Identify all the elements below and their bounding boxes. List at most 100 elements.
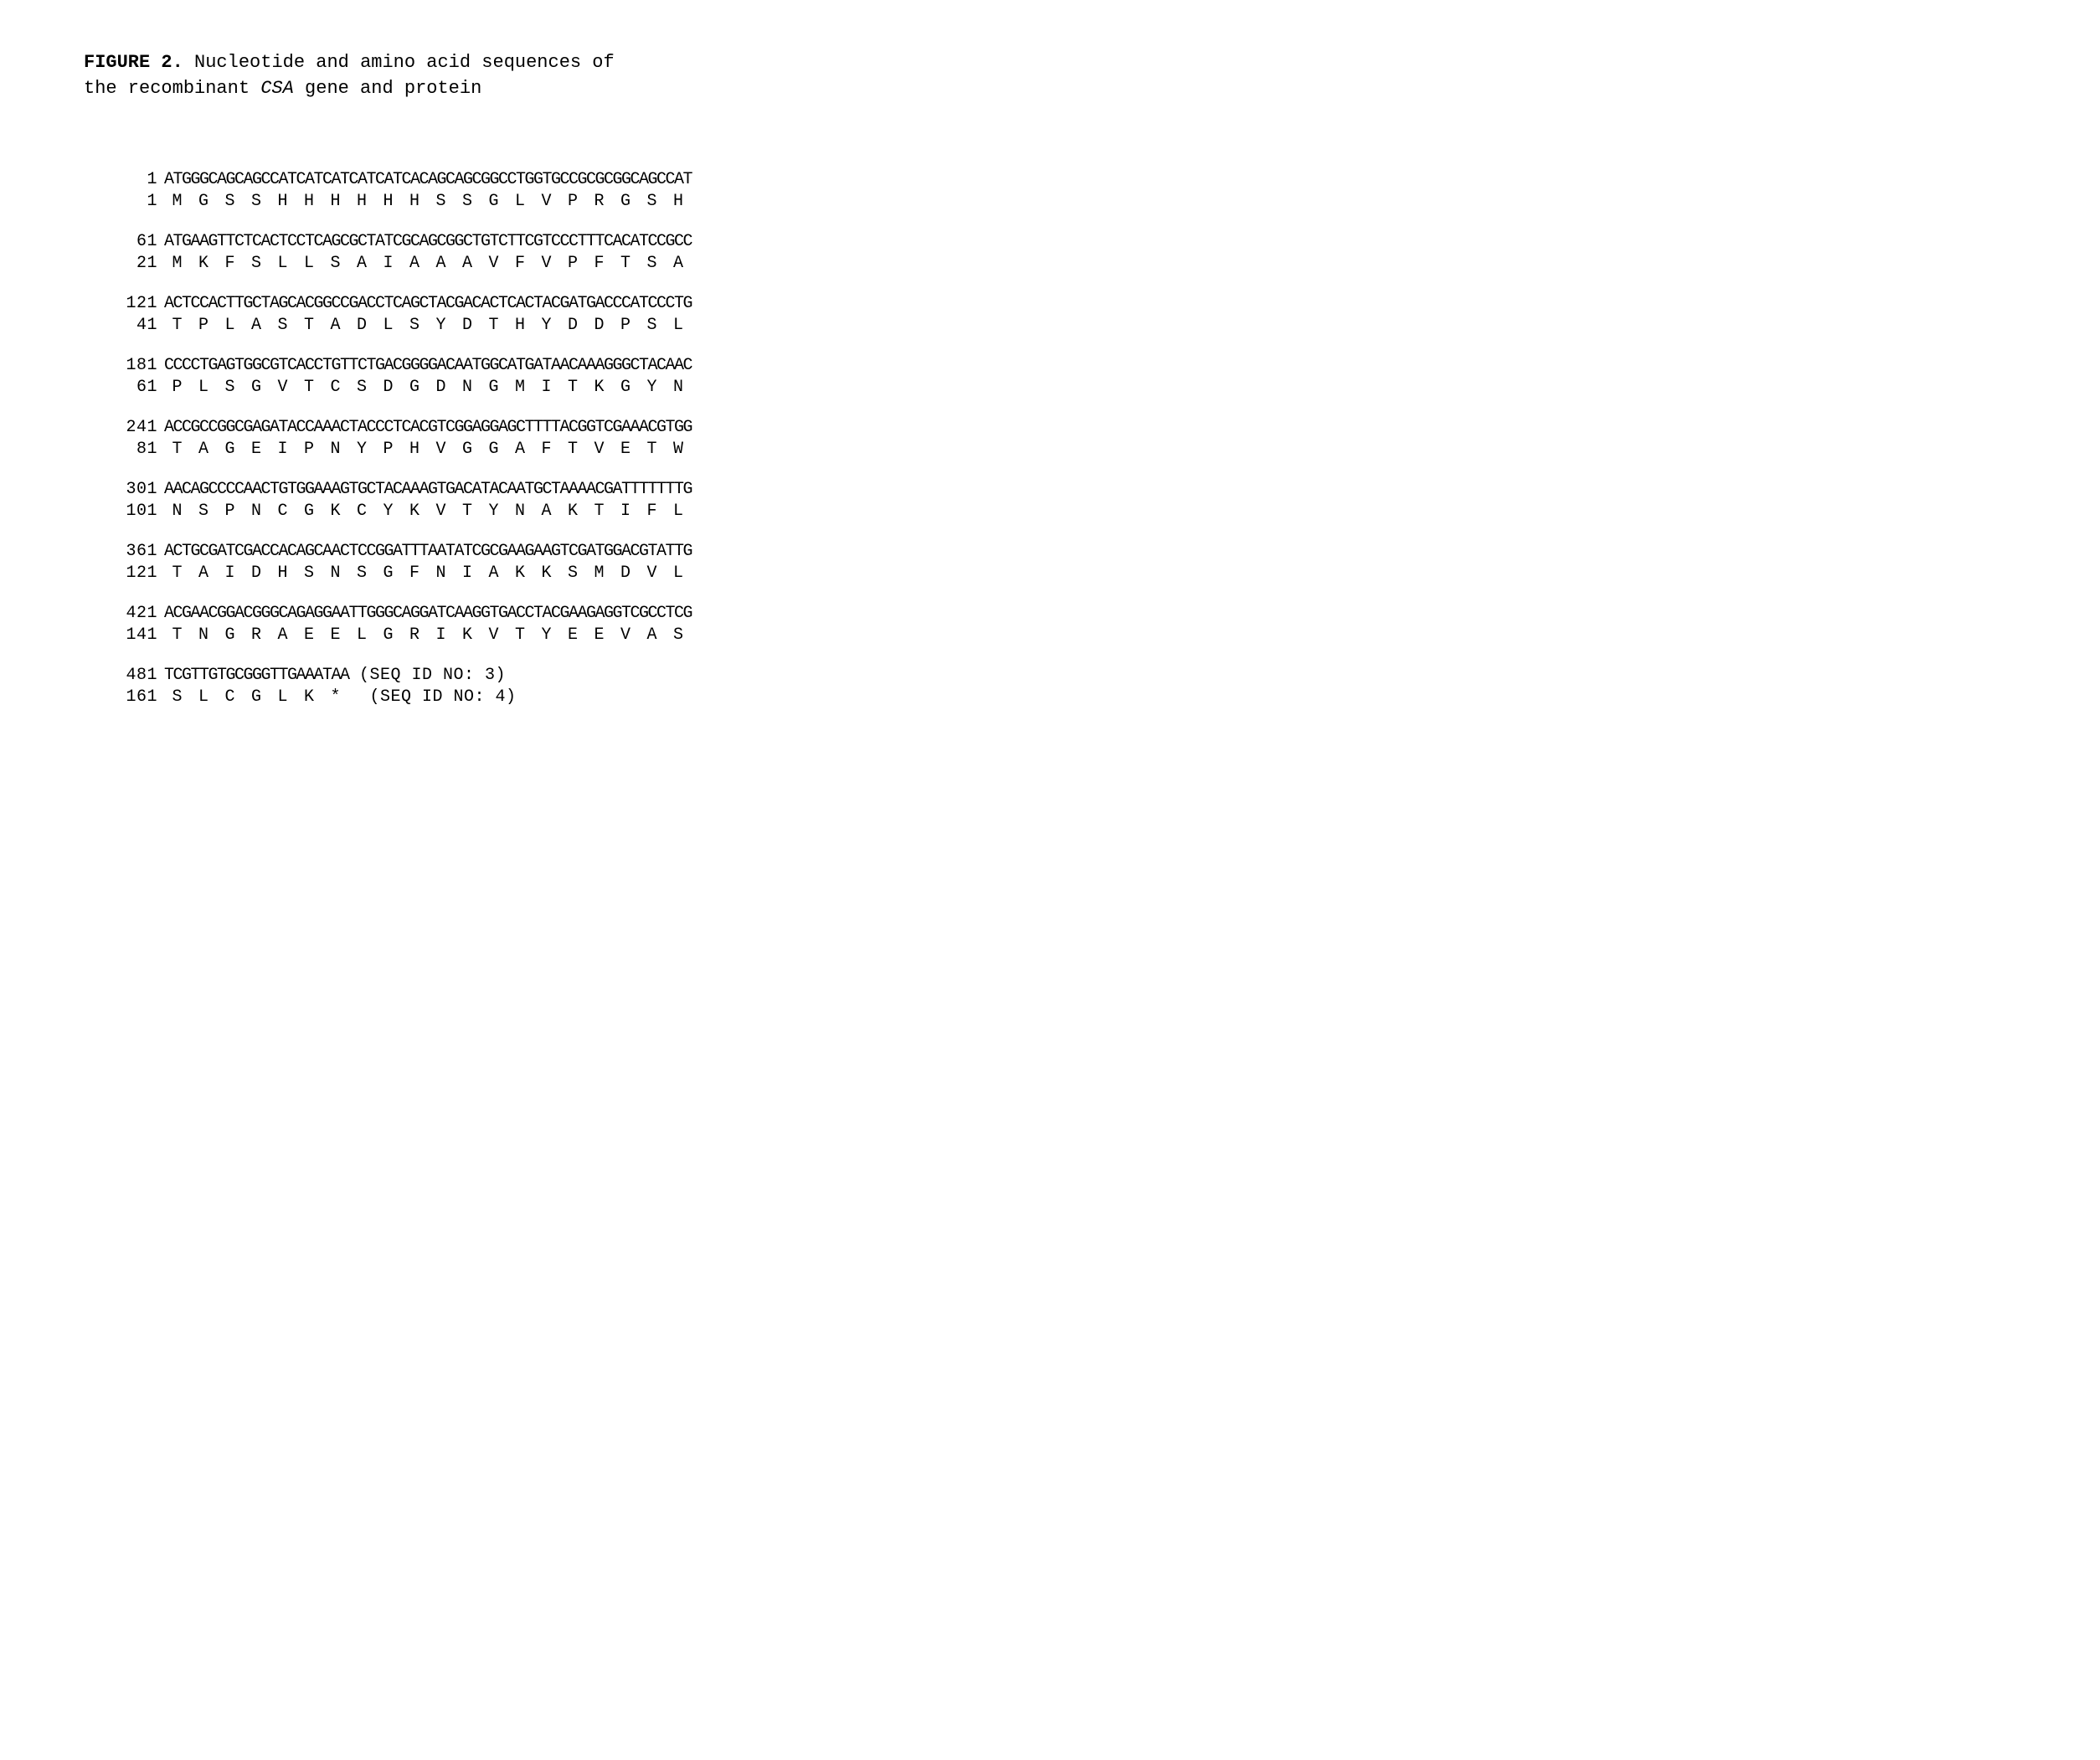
amino-acid: L	[375, 315, 402, 337]
amino-acid: L	[666, 563, 692, 584]
amino-acid: H	[666, 191, 692, 213]
amino-acid: V	[481, 253, 507, 275]
nucleotide-line: 61ATGAAGTTCTCACTCCTCAGCGCTATCGCAGCGGCTGT…	[117, 231, 2016, 253]
amino-acid: A	[244, 315, 270, 337]
amino-acid: E	[296, 625, 323, 646]
amino-acid: G	[481, 191, 507, 213]
nucleotide-sequence: ATGAAGTTCTCACTCCTCAGCGCTATCGCAGCGGCTGTCT…	[164, 232, 692, 251]
amino-acid-position: 161	[117, 687, 157, 708]
amino-acid: E	[560, 625, 587, 646]
amino-acid-position: 1	[117, 191, 157, 213]
amino-acid-line: 21MKFSLLSAIAAAVFVPFTSA	[117, 253, 2016, 275]
amino-acid: N	[164, 501, 191, 522]
amino-acid: M	[586, 563, 613, 584]
sequence-block: 301AACAGCCCCAACTGTGGAAAGTGCTACAAAGTGACAT…	[117, 479, 2016, 522]
amino-acid: V	[270, 377, 296, 399]
amino-acid: E	[586, 625, 613, 646]
sequence-block: 181CCCCTGAGTGGCGTCACCTGTTCTGACGGGGACAATG…	[117, 355, 2016, 399]
amino-acid: N	[666, 377, 692, 399]
amino-acid: K	[586, 377, 613, 399]
amino-acid: A	[322, 315, 349, 337]
amino-acid: F	[402, 563, 429, 584]
nucleotide-line: 241ACCGCCGGCGAGATACCAAACTACCCTCACGTCGGAG…	[117, 417, 2016, 439]
amino-acid: L	[296, 253, 323, 275]
amino-acid: I	[375, 253, 402, 275]
amino-acid-position: 141	[117, 625, 157, 646]
nucleotide-position: 1	[117, 169, 157, 191]
amino-acid: A	[507, 439, 534, 461]
amino-acid: T	[455, 501, 481, 522]
amino-acid: F	[586, 253, 613, 275]
amino-acid-position: 21	[117, 253, 157, 275]
amino-acid: K	[455, 625, 481, 646]
amino-acid: L	[270, 253, 296, 275]
amino-acid: P	[560, 191, 587, 213]
amino-acid: L	[666, 501, 692, 522]
amino-acid: C	[322, 377, 349, 399]
amino-acid: N	[322, 563, 349, 584]
amino-acid: K	[191, 253, 218, 275]
amino-acid: S	[428, 191, 455, 213]
amino-acid-seq-id: (SEQ ID NO: 4)	[349, 687, 517, 707]
amino-acid-position: 41	[117, 315, 157, 337]
amino-acid: G	[296, 501, 323, 522]
amino-acid: T	[481, 315, 507, 337]
amino-acid-line: 81TAGEIPNYPHVGGAFTVETW	[117, 439, 2016, 461]
amino-acid: I	[613, 501, 640, 522]
amino-acid: G	[217, 439, 244, 461]
amino-acid: R	[586, 191, 613, 213]
amino-acid: V	[428, 501, 455, 522]
amino-acid: V	[639, 563, 666, 584]
amino-acid: G	[455, 439, 481, 461]
amino-acid: G	[217, 625, 244, 646]
amino-acid: N	[191, 625, 218, 646]
amino-acid: D	[244, 563, 270, 584]
amino-acid: K	[507, 563, 534, 584]
amino-acid: T	[507, 625, 534, 646]
nucleotide-line: 181CCCCTGAGTGGCGTCACCTGTTCTGACGGGGACAATG…	[117, 355, 2016, 377]
amino-acid: I	[428, 625, 455, 646]
amino-acid: G	[481, 439, 507, 461]
amino-acid: Y	[481, 501, 507, 522]
nucleotide-position: 181	[117, 355, 157, 377]
amino-acid: S	[349, 563, 376, 584]
sequence-block: 241ACCGCCGGCGAGATACCAAACTACCCTCACGTCGGAG…	[117, 417, 2016, 461]
amino-acid: F	[217, 253, 244, 275]
amino-acid: Y	[375, 501, 402, 522]
nucleotide-line: 481TCGTTGTGCGGGTTGAAATAA (SEQ ID NO: 3)	[117, 665, 2016, 687]
amino-acid: A	[191, 563, 218, 584]
amino-acid-line: 141TNGRAEELGRIKVTYEEVAS	[117, 625, 2016, 646]
nucleotide-position: 481	[117, 665, 157, 687]
amino-acid: P	[560, 253, 587, 275]
amino-acid-position: 101	[117, 501, 157, 522]
amino-acid: D	[560, 315, 587, 337]
amino-acid: D	[586, 315, 613, 337]
amino-acid: G	[402, 377, 429, 399]
amino-acid: F	[639, 501, 666, 522]
amino-acid: G	[481, 377, 507, 399]
nucleotide-line: 361ACTGCGATCGACCACAGCAACTCCGGATTTAATATCG…	[117, 541, 2016, 563]
nucleotide-seq-id: (SEQ ID NO: 3)	[349, 666, 507, 685]
amino-acid: S	[639, 253, 666, 275]
amino-acid: V	[613, 625, 640, 646]
nucleotide-line: 121ACTCCACTTGCTAGCACGGCCGACCTCAGCTACGACA…	[117, 293, 2016, 315]
amino-acid: L	[217, 315, 244, 337]
amino-acid: E	[322, 625, 349, 646]
amino-acid: A	[481, 563, 507, 584]
amino-acid: I	[533, 377, 560, 399]
amino-acid: L	[191, 687, 218, 708]
amino-acid: A	[349, 253, 376, 275]
figure-title: FIGURE 2. Nucleotide and amino acid sequ…	[84, 50, 2016, 102]
sequence-block: 421ACGAACGGACGGGCAGAGGAATTGGGCAGGATCAAGG…	[117, 603, 2016, 646]
amino-acid: W	[666, 439, 692, 461]
figure-label: FIGURE 2.	[84, 52, 183, 73]
amino-acid: C	[217, 687, 244, 708]
amino-acid: A	[455, 253, 481, 275]
amino-acid: A	[402, 253, 429, 275]
sequence-block: 481TCGTTGTGCGGGTTGAAATAA (SEQ ID NO: 3)1…	[117, 665, 2016, 708]
nucleotide-line: 301AACAGCCCCAACTGTGGAAAGTGCTACAAAGTGACAT…	[117, 479, 2016, 501]
amino-acid: E	[244, 439, 270, 461]
amino-acid: D	[349, 315, 376, 337]
amino-acid: S	[191, 501, 218, 522]
amino-acid-position: 81	[117, 439, 157, 461]
